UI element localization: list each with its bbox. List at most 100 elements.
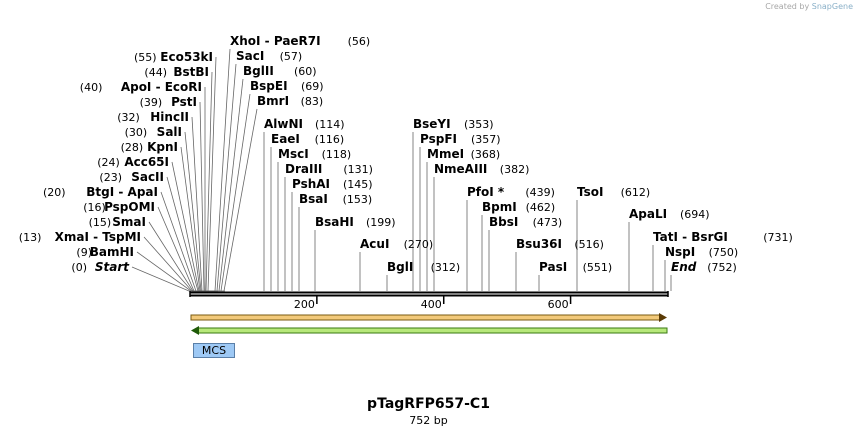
enzyme-name[interactable]: BglII [243,64,274,78]
enzyme-position: (28) [121,141,144,154]
enzyme-position: (13) [19,231,42,244]
enzyme-name[interactable]: BtgI - ApaI [86,185,158,199]
enzyme-position: (0) [71,261,87,274]
enzyme-name[interactable]: BpmI [482,200,517,214]
enzyme-name[interactable]: Start [95,260,130,274]
enzyme-name[interactable]: TatI - BsrGI [653,230,728,244]
enzyme-position: (83) [301,95,324,108]
enzyme-position: (55) [134,51,157,64]
enzyme-name[interactable]: TsoI [577,185,603,199]
enzyme-name[interactable]: AcuI [360,237,389,251]
enzyme-position: (131) [343,163,373,176]
enzyme-name[interactable]: PshAI [292,177,330,191]
axis-tick-label: 200 [294,298,315,311]
enzyme-name[interactable]: XmaI - TspMI [55,230,141,244]
brand-name: SnapGene [811,2,853,11]
enzyme-name[interactable]: BseYI [413,117,451,131]
enzyme-name[interactable]: PspOMI [104,200,155,214]
enzyme-position: (551) [583,261,613,274]
enzyme-position: (382) [500,163,530,176]
enzyme-name[interactable]: PasI [539,260,567,274]
enzyme-position: (353) [464,118,494,131]
dna-backbone [189,291,669,297]
enzyme-position: (44) [144,66,167,79]
enzyme-leader-line [214,48,231,292]
enzyme-position: (731) [763,231,793,244]
enzyme-name[interactable]: NmeAIII [434,162,487,176]
feature-mcs[interactable]: MCS [193,343,235,358]
enzyme-position: (116) [315,133,345,146]
enzyme-leader-line [171,161,206,292]
enzyme-name[interactable]: XhoI - PaeR7I [230,34,321,48]
enzyme-position: (30) [125,126,148,139]
enzyme-name[interactable]: SalI [157,125,182,139]
enzyme-name[interactable]: SmaI [112,215,146,229]
enzyme-name[interactable]: BbsI [489,215,518,229]
enzyme-name[interactable]: ApoI - EcoRI [121,80,202,94]
enzyme-name[interactable]: MscI [278,147,309,161]
enzyme-position: (368) [471,148,501,161]
enzyme-name[interactable]: SacII [131,170,164,184]
forward-strand-arrow [190,313,667,322]
enzyme-name[interactable]: BspEI [250,79,288,93]
enzyme-position: (114) [315,118,345,131]
enzyme-name[interactable]: SacI [236,49,264,63]
enzyme-position: (312) [431,261,461,274]
enzyme-leader-line [216,63,237,292]
enzyme-name[interactable]: BglI [387,260,413,274]
enzyme-position: (270) [404,238,434,251]
enzyme-position: (39) [140,96,163,109]
enzyme-leader-line [223,108,258,292]
enzyme-position: (15) [89,216,112,229]
enzyme-position: (20) [43,186,66,199]
enzyme-name[interactable]: PspFI [420,132,457,146]
enzyme-name[interactable]: HincII [150,110,189,124]
enzyme-name[interactable]: PstI [171,95,197,109]
enzyme-name[interactable]: EaeI [271,132,300,146]
enzyme-position: (473) [533,216,563,229]
enzyme-position: (462) [526,201,556,214]
enzyme-position: (32) [117,111,140,124]
enzyme-name[interactable]: DraIII [285,162,322,176]
enzyme-name[interactable]: ApaLI [629,207,667,221]
enzyme-leader-line [199,101,215,292]
enzyme-name[interactable]: AlwNI [264,117,303,131]
enzyme-position: (752) [707,261,737,274]
enzyme-position: (16) [83,201,106,214]
axis-tick-label: 400 [421,298,442,311]
enzyme-position: (357) [471,133,501,146]
plasmid-length: 752 bp [409,414,448,427]
enzyme-position: (24) [97,156,120,169]
enzyme-name[interactable]: BsaHI [315,215,354,229]
enzyme-position: (516) [574,238,604,251]
enzyme-position: (750) [709,246,739,259]
enzyme-leader-line [220,93,251,292]
app-credit: Created by SnapGene [765,2,853,11]
enzyme-name[interactable]: PfoI * [467,185,505,199]
enzyme-name[interactable]: Bsu36I [516,237,562,251]
enzyme-leader-line [218,78,244,292]
enzyme-name[interactable]: BamHI [90,245,134,259]
enzyme-position: (23) [99,171,122,184]
axis-tick-label: 600 [548,298,569,311]
enzyme-name[interactable]: BmrI [257,94,289,108]
enzyme-name[interactable]: NspI [665,245,695,259]
enzyme-leader-line [160,191,203,292]
enzyme-position: (9) [76,246,92,259]
enzyme-leader-lines [131,48,672,292]
enzyme-name[interactable]: MmeI [427,147,464,161]
enzyme-name[interactable]: Eco53kI [160,50,213,64]
enzyme-position: (153) [343,193,373,206]
enzyme-name[interactable]: Acc65I [124,155,169,169]
enzyme-position: (40) [80,81,103,94]
enzyme-labels: Start (0)BamHI(9) XmaI - TspMI (13) SmaI(15)… [19,34,793,274]
plasmid-name: pTagRFP657-C1 [367,396,490,412]
enzyme-name[interactable]: KpnI [147,140,178,154]
enzyme-name[interactable]: End [671,260,697,274]
enzyme-position: (118) [322,148,352,161]
reverse-strand-arrow [191,326,668,335]
enzyme-name[interactable]: BstBI [173,65,209,79]
enzyme-name[interactable]: BsaI [299,192,328,206]
enzyme-position: (439) [525,186,555,199]
